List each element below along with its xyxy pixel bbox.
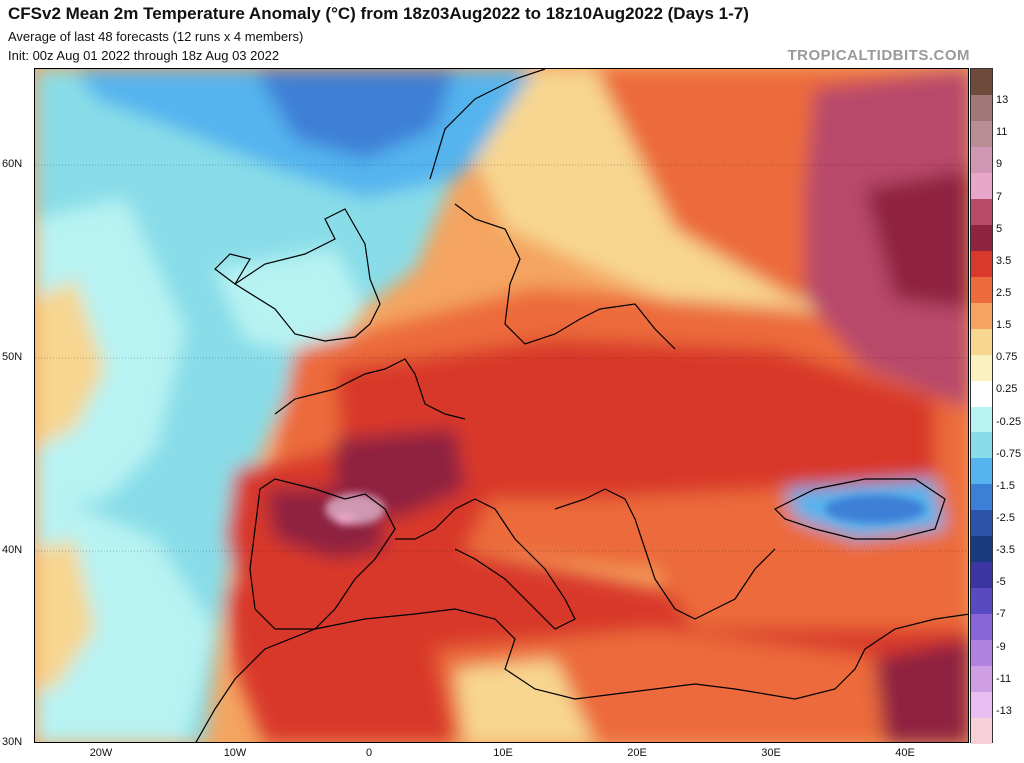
legend-swatch xyxy=(971,250,992,278)
legend-swatch xyxy=(971,172,992,200)
legend-swatch xyxy=(971,458,992,485)
legend-swatch xyxy=(971,328,992,356)
legend-label: 3.5 xyxy=(996,254,1012,267)
lat-label-40n: 40N xyxy=(2,544,23,556)
legend-swatch xyxy=(971,146,992,174)
legend-label: 0.25 xyxy=(996,383,1018,396)
lon-label-10e: 10E xyxy=(493,747,513,759)
legend-swatch xyxy=(971,432,992,459)
legend-label: 7 xyxy=(996,190,1003,203)
legend-swatch xyxy=(971,588,992,615)
legend-swatch xyxy=(971,692,992,719)
legend-swatch xyxy=(971,120,992,148)
lon-label-30e: 30E xyxy=(761,747,781,759)
legend-label: 0.75 xyxy=(996,351,1018,364)
anomaly-hotspots xyxy=(325,493,925,525)
legend-swatch xyxy=(971,510,992,537)
lon-label-0: 0 xyxy=(365,747,373,759)
legend-label: -1.5 xyxy=(996,479,1015,492)
legend-swatch xyxy=(971,536,992,563)
legend-label: 13 xyxy=(996,94,1009,107)
legend-label: -3.5 xyxy=(996,544,1015,557)
lat-label-50n: 50N xyxy=(2,351,23,363)
lon-label-40e: 40E xyxy=(895,747,915,759)
chart-title: CFSv2 Mean 2m Temperature Anomaly (°C) f… xyxy=(8,4,749,23)
chart-subtitle-averaging: Average of last 48 forecasts (12 runs x … xyxy=(8,29,304,44)
legend-swatch xyxy=(971,562,992,589)
legend-label: -13 xyxy=(996,704,1012,717)
legend-label: -0.75 xyxy=(996,447,1022,460)
legend-label: 11 xyxy=(996,126,1008,139)
legend-label: -11 xyxy=(996,672,1012,685)
legend-label: -2.5 xyxy=(996,512,1015,524)
legend-swatch xyxy=(971,406,992,433)
lon-label-20e: 20E xyxy=(627,747,647,759)
legend-label: 9 xyxy=(996,158,1003,171)
legend-label: -7 xyxy=(996,608,1006,621)
legend-label: 2.5 xyxy=(996,287,1012,299)
legend-swatch xyxy=(971,614,992,641)
color-legend xyxy=(970,68,993,745)
legend-swatch xyxy=(971,718,992,745)
lat-label-30n: 30N xyxy=(2,736,23,748)
legend-swatch xyxy=(971,198,992,226)
legend-swatch xyxy=(971,380,992,407)
legend-swatch xyxy=(971,354,992,382)
legend-swatch xyxy=(971,640,992,667)
legend-swatch xyxy=(971,69,992,96)
legend-label: -9 xyxy=(996,640,1006,653)
lon-label-10w: 10W xyxy=(223,747,247,759)
legend-swatch xyxy=(971,666,992,693)
legend-label: -0.25 xyxy=(996,415,1022,428)
lat-label-60n: 60N xyxy=(2,158,23,170)
brand-watermark: TROPICALTIDBITS.COM xyxy=(787,47,970,64)
lon-label-20w: 20W xyxy=(89,747,113,759)
anomaly-map xyxy=(34,68,969,743)
legend-swatch xyxy=(971,484,992,511)
legend-label: 5 xyxy=(996,222,1003,235)
coastlines xyxy=(195,69,968,742)
anomaly-map-canvas xyxy=(35,69,968,742)
legend-swatch xyxy=(971,302,992,330)
legend-swatch xyxy=(971,94,992,122)
legend-swatch xyxy=(971,276,992,304)
legend-label: -5 xyxy=(996,576,1006,589)
legend-label: 1.5 xyxy=(996,319,1012,332)
anomaly-fields xyxy=(35,69,968,742)
chart-subtitle-init: Init: 00z Aug 01 2022 through 18z Aug 03… xyxy=(8,48,280,63)
legend-swatch xyxy=(971,224,992,252)
